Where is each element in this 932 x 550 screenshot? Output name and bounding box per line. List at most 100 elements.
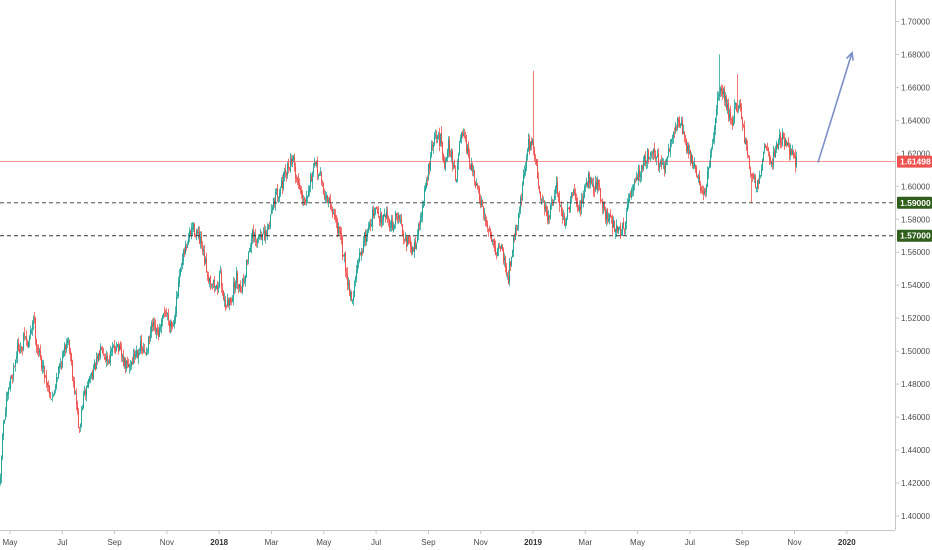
candle-body (707, 172, 708, 188)
candle-body (105, 358, 106, 360)
candle-body (29, 336, 30, 342)
candle-body (765, 146, 766, 148)
candle-body (743, 124, 744, 125)
candle-body (612, 218, 613, 229)
candle-body (584, 187, 585, 198)
candle-body (769, 153, 770, 159)
time-axis[interactable]: May Jul Sep Nov 2018 Mar May Jul Sep Nov 2019 Mar Ma… (0, 530, 895, 547)
candle-body (741, 106, 742, 119)
candle-body (475, 182, 476, 187)
candle-body (703, 191, 704, 194)
candle-body (275, 191, 276, 205)
candle-body (164, 312, 165, 314)
candle-body (84, 391, 85, 395)
candle-body (654, 148, 655, 153)
candle-body (501, 244, 502, 249)
candle-body (117, 344, 118, 348)
candle-body (195, 235, 196, 237)
candle-body (571, 193, 572, 199)
candle-body (472, 164, 473, 171)
candle-body (324, 194, 325, 198)
candle-body (671, 139, 672, 143)
current-price-badge[interactable] (897, 155, 932, 168)
candle-body (266, 231, 267, 237)
candle-body (468, 145, 469, 157)
candle-body (106, 356, 107, 361)
candle-body (529, 138, 530, 150)
candle-body (673, 132, 674, 138)
candle-body (591, 178, 592, 184)
level-badge[interactable] (897, 196, 932, 209)
candle-body (294, 156, 295, 166)
candle-body (118, 344, 119, 352)
candle-body (616, 224, 617, 231)
candle-body (112, 346, 113, 352)
candle-body (630, 196, 631, 197)
candle-body (170, 322, 171, 327)
candle-body (77, 403, 78, 411)
candle-body (6, 397, 7, 412)
candle-body (285, 169, 286, 173)
candle-body (419, 223, 420, 226)
candle-body (124, 358, 125, 366)
candle-body (583, 196, 584, 203)
price-axis[interactable]: 1.70000 1.68000 1.66000 1.64000 1.62000 1.600… (895, 0, 932, 530)
candle-body (146, 352, 147, 354)
candle-body (496, 253, 497, 255)
candle-body (662, 162, 663, 165)
candle-body (570, 199, 571, 210)
candle-body (752, 175, 753, 177)
candle-body (705, 189, 706, 192)
candle-body (593, 183, 594, 193)
candle-body (515, 227, 516, 240)
candle-body (56, 377, 57, 388)
candle-body (751, 174, 752, 176)
plot-background[interactable] (0, 0, 895, 530)
candle-body (153, 321, 154, 327)
candle-body (320, 171, 321, 174)
candle-body (450, 156, 451, 158)
candle-body (142, 348, 143, 352)
candle-body (174, 319, 175, 326)
candle-body (167, 313, 168, 315)
candle-body (34, 318, 35, 320)
candle-body (355, 278, 356, 282)
candle-body (45, 376, 46, 378)
time-tick-label: Nov (160, 538, 174, 547)
candle-body (229, 299, 230, 306)
candle-body (470, 164, 471, 171)
time-tick-label: Sep (421, 538, 436, 547)
candle-body (133, 353, 134, 364)
candle-body (157, 328, 158, 332)
candle-body (420, 216, 421, 225)
candle-body (759, 174, 760, 184)
level-badge[interactable] (897, 229, 932, 242)
candle-body (457, 164, 458, 181)
candle-body (697, 176, 698, 178)
candle-body (563, 215, 564, 217)
candle-body (182, 259, 183, 265)
candle-body (326, 195, 327, 199)
candle-body (532, 139, 533, 144)
candle-body (358, 263, 359, 264)
candle-body (387, 210, 388, 218)
candle-body (378, 211, 379, 215)
candle-body (463, 133, 464, 136)
candle-body (155, 325, 156, 334)
candle-body (556, 182, 557, 189)
candle-body (300, 187, 301, 191)
arrow-head[interactable] (845, 50, 854, 61)
arrow-shaft[interactable] (817, 52, 853, 163)
candle-body (379, 215, 380, 222)
candle-body (758, 180, 759, 184)
candle-body (230, 298, 231, 303)
candle-body (521, 198, 522, 200)
forecast-arrow[interactable] (817, 50, 854, 163)
candle-body (224, 298, 225, 302)
candle-body (332, 209, 333, 216)
plot-area[interactable] (0, 0, 895, 530)
candle-body (323, 184, 324, 195)
candle-body (95, 362, 96, 370)
candle-body (7, 393, 8, 397)
